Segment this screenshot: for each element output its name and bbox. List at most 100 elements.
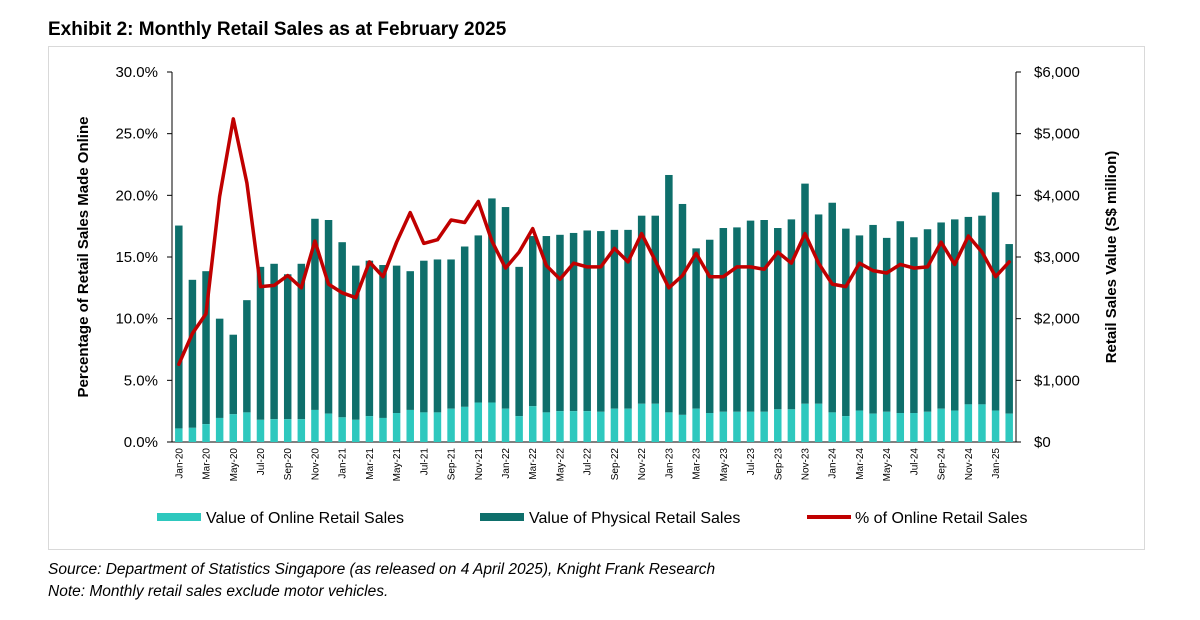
online-sales-bar — [433, 412, 442, 442]
physical-sales-bar — [733, 227, 741, 412]
online-sales-bar — [950, 410, 959, 442]
right-tick-label: $5,000 — [1034, 126, 1080, 143]
chart-labels: 0.0% 5.0% 10.0% 15.0% 20.0% 25.0% 30.0% $0 $1,00… — [75, 64, 1120, 481]
physical-sales-bar — [392, 265, 401, 414]
physical-sales-bar — [338, 242, 346, 418]
online-sales-bar — [528, 406, 537, 442]
physical-sales-bar — [896, 221, 905, 414]
online-sales-bar — [774, 409, 782, 442]
physical-sales-bar — [542, 236, 551, 413]
online-sales-bar — [352, 419, 360, 442]
physical-sales-bar — [420, 260, 428, 413]
physical-sales-bar — [256, 266, 265, 420]
x-tick-label: Nov-24 — [964, 448, 975, 481]
online-sales-bar — [256, 419, 265, 442]
online-sales-bar — [978, 404, 986, 442]
legend-label-online: Value of Online Retail Sales — [206, 510, 404, 527]
right-tick-label: $1,000 — [1034, 372, 1080, 389]
physical-sales-bar — [311, 218, 319, 410]
physical-sales-bar — [202, 271, 210, 425]
x-tick-label: Mar-20 — [202, 448, 213, 480]
physical-sales-bar — [229, 334, 238, 415]
physical-sales-bar — [964, 216, 973, 405]
online-sales-bar — [896, 413, 905, 442]
x-tick-label: May-21 — [392, 448, 403, 482]
physical-sales-bar — [719, 228, 728, 412]
online-sales-bar — [624, 408, 632, 442]
online-sales-bar — [760, 411, 768, 442]
physical-sales-bar — [352, 265, 360, 420]
x-tick-label: Sep-20 — [283, 448, 294, 481]
online-sales-bar — [746, 411, 755, 442]
online-sales-bar — [991, 410, 1000, 442]
online-sales-bar — [855, 410, 864, 442]
online-sales-bar — [488, 402, 496, 442]
online-sales-bar — [515, 416, 523, 442]
online-sales-bar — [270, 419, 278, 442]
physical-sales-bar — [433, 259, 442, 413]
physical-sales-bar — [569, 232, 578, 412]
online-sales-bar — [787, 409, 796, 442]
physical-sales-bar — [406, 271, 414, 410]
right-tick-label: $3,000 — [1034, 249, 1080, 266]
online-sales-bar — [637, 403, 646, 442]
online-sales-bar — [243, 412, 251, 442]
online-sales-bar — [202, 424, 210, 442]
chart-bars — [175, 174, 1013, 442]
physical-sales-bar — [842, 228, 850, 417]
physical-sales-bar — [474, 235, 483, 403]
right-tick-label: $0 — [1034, 434, 1051, 451]
left-axis-title: Percentage of Retail Sales Made Online — [75, 117, 92, 398]
chart-axes — [167, 71, 1021, 443]
online-sales-bar — [869, 413, 877, 442]
physical-sales-bar — [528, 236, 537, 407]
x-tick-label: May-20 — [229, 448, 240, 482]
physical-sales-bar — [188, 279, 197, 428]
physical-sales-bar — [923, 229, 932, 412]
physical-sales-bar — [597, 231, 605, 412]
online-sales-bar — [297, 419, 306, 442]
physical-sales-bar — [991, 192, 1000, 411]
x-tick-label: Jan-23 — [664, 448, 675, 479]
online-sales-bar — [719, 411, 728, 442]
online-sales-bar — [910, 413, 918, 442]
online-sales-bar — [733, 411, 741, 442]
physical-sales-bar — [801, 183, 809, 404]
physical-sales-bar — [651, 215, 660, 404]
left-tick-label: 30.0% — [115, 64, 158, 81]
legend-label-physical: Value of Physical Retail Sales — [529, 510, 740, 527]
physical-sales-bar — [610, 229, 619, 409]
right-tick-label: $6,000 — [1034, 64, 1080, 81]
physical-sales-bar — [324, 220, 333, 414]
right-axis-title: Retail Sales Value (S$ million) — [1103, 151, 1120, 364]
online-sales-bar — [338, 417, 346, 442]
chart-title: Exhibit 2: Monthly Retail Sales as at Fe… — [48, 19, 507, 40]
online-sales-bar — [665, 412, 673, 442]
online-sales-bar — [923, 411, 932, 442]
online-sales-bar — [379, 417, 387, 442]
physical-sales-bar — [665, 174, 673, 413]
legend-label-line: % of Online Retail Sales — [855, 510, 1028, 527]
physical-sales-bar — [297, 263, 306, 420]
physical-sales-bar — [787, 219, 796, 410]
physical-sales-bar — [950, 219, 959, 411]
x-tick-label: May-23 — [719, 448, 730, 482]
physical-sales-bar — [215, 318, 224, 418]
online-sales-bar — [583, 411, 591, 442]
online-sales-bar — [447, 408, 455, 442]
online-sales-bar — [801, 403, 809, 442]
online-sales-bar — [964, 404, 973, 442]
x-tick-label: Jul-20 — [256, 448, 267, 476]
footnote: Note: Monthly retail sales exclude motor… — [48, 583, 389, 600]
physical-sales-bar — [910, 237, 918, 414]
left-tick-label: 15.0% — [115, 249, 158, 266]
online-sales-bar — [365, 416, 374, 442]
x-tick-label: Sep-23 — [773, 448, 784, 481]
physical-sales-bar — [379, 265, 387, 418]
online-sales-bar — [705, 413, 714, 442]
online-sales-bar — [678, 414, 687, 442]
left-tick-label: 25.0% — [115, 126, 158, 143]
physical-sales-bar — [583, 230, 591, 412]
physical-sales-bar — [746, 220, 755, 412]
x-tick-label: Jul-21 — [419, 448, 430, 476]
